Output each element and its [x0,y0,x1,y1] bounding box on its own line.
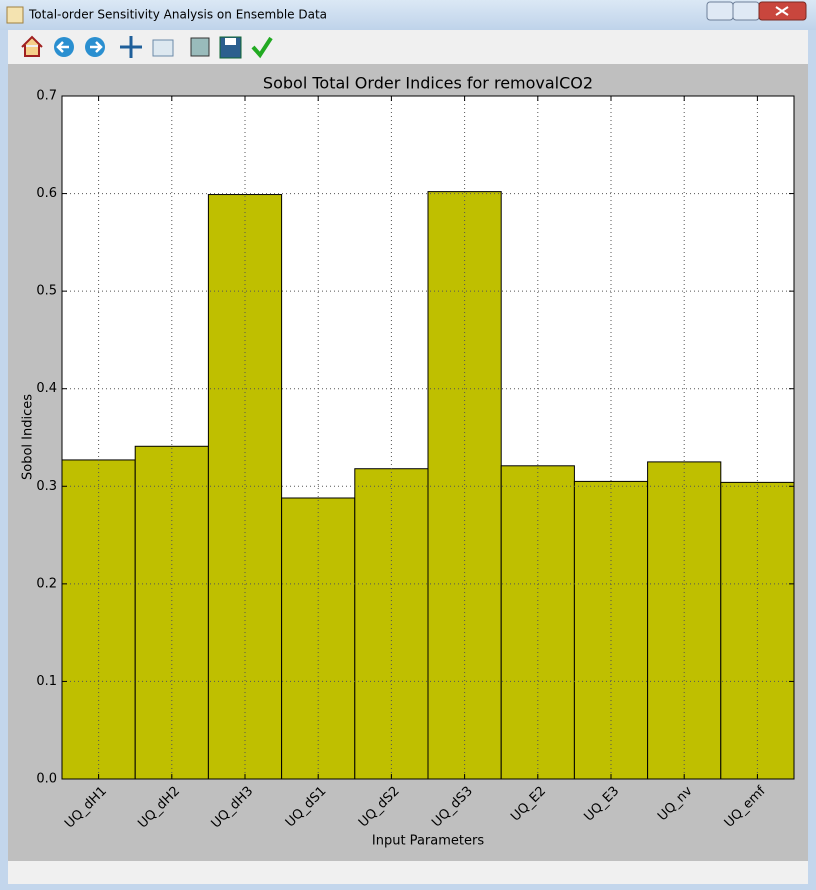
y-tick-label: 0.0 [36,772,57,787]
status-bar [8,861,808,884]
zoom-button[interactable] [152,39,174,57]
bar [573,480,649,780]
title-bar [0,0,816,30]
home-button[interactable] [21,35,43,57]
subplots-button[interactable] [190,37,210,57]
app-icon [6,6,24,24]
maximize-button[interactable] [732,1,760,21]
y-tick-label: 0.3 [36,479,57,494]
x-axis-label: Input Parameters [372,834,484,849]
bar [207,194,283,780]
y-tick-label: 0.4 [36,381,57,396]
bar [61,459,136,780]
y-tick-label: 0.2 [36,576,57,591]
y-axis-label: Sobol Indices [21,394,36,480]
y-tick-label: 0.6 [36,186,57,201]
bar [720,481,795,780]
forward-icon [90,41,103,53]
pan-button[interactable] [120,36,142,58]
check-button[interactable] [251,36,273,59]
bar [500,465,575,780]
y-tick-label: 0.5 [36,284,57,299]
save-icon [225,38,236,45]
y-tick-label: 0.7 [36,89,57,104]
y-tick-label: 0.1 [36,674,57,689]
bar [427,191,502,780]
chart-title: Sobol Total Order Indices for removalCO2 [263,74,593,93]
axes-frame [61,95,795,780]
minimize-button[interactable] [706,1,734,21]
back-icon [56,41,69,53]
close-icon [775,6,789,16]
window-title: Total-order Sensitivity Analysis on Ense… [28,8,327,22]
